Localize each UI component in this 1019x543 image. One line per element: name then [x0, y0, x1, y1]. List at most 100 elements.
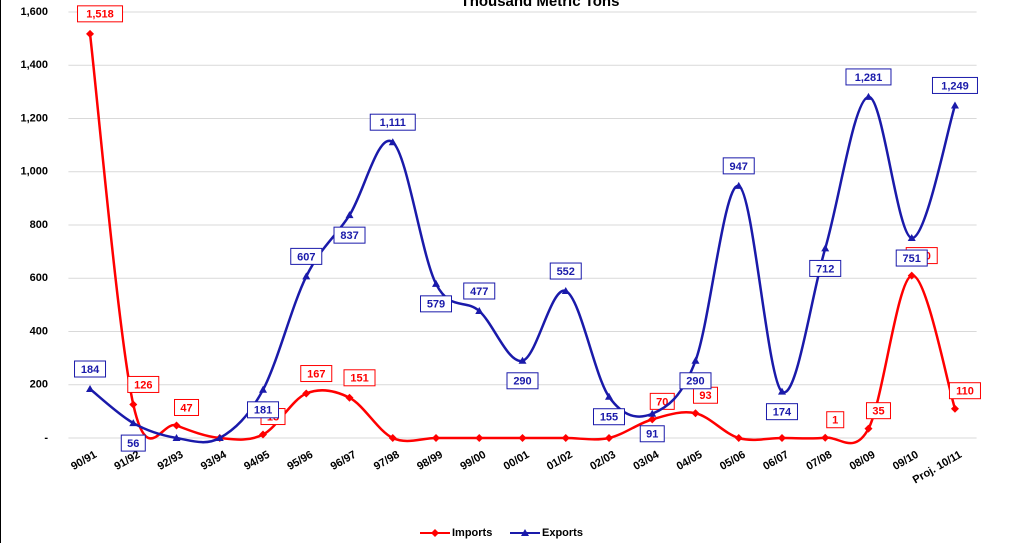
- data-label: 579: [420, 295, 453, 313]
- data-label-box: [948, 382, 981, 400]
- data-label: 1: [826, 411, 845, 429]
- data-label: 56: [120, 434, 146, 452]
- point: [950, 404, 959, 413]
- y-tick-label: 1,600: [20, 6, 48, 18]
- point: [648, 409, 657, 417]
- point: [777, 387, 786, 395]
- point: [821, 244, 830, 252]
- point: [172, 421, 181, 430]
- data-label-box: [333, 226, 366, 244]
- x-tick-label: 99/00: [458, 449, 488, 473]
- data-label: 35: [865, 402, 891, 420]
- data-label: 91: [639, 425, 665, 443]
- data-label-box: [420, 295, 453, 313]
- point: [259, 385, 268, 393]
- point: [521, 529, 529, 536]
- chart-title: Thousand Metric Tons: [461, 0, 620, 10]
- data-label-box: [300, 365, 333, 383]
- series-line: [88, 33, 957, 445]
- data-label-text: 56: [127, 438, 139, 450]
- data-label: 181: [247, 401, 280, 419]
- data-label-box: [247, 401, 280, 419]
- y-tick-label: 1,400: [20, 59, 48, 71]
- data-label: 1,281: [845, 68, 892, 86]
- data-label-text: 1: [832, 415, 838, 427]
- point: [821, 433, 830, 442]
- data-label: 167: [300, 365, 333, 383]
- data-label: 607: [290, 247, 323, 265]
- point: [172, 434, 181, 441]
- x-tick-label: 94/95: [242, 449, 272, 473]
- data-label-text: 155: [600, 412, 618, 424]
- data-label: 477: [463, 282, 496, 300]
- point: [648, 415, 657, 424]
- data-label-box: [845, 68, 892, 86]
- data-label: 155: [592, 408, 625, 426]
- data-label-box: [174, 398, 200, 416]
- y-tick-label: -: [44, 432, 48, 444]
- x-tick-label: 95/96: [285, 449, 315, 473]
- point: [475, 306, 484, 314]
- data-label: 1,111: [369, 113, 416, 131]
- x-tick-label: Proj. 10/11: [911, 449, 964, 487]
- data-label: 837: [333, 226, 366, 244]
- data-label: 1,518: [77, 5, 124, 23]
- data-label-text: 151: [350, 373, 368, 385]
- data-label-text: 607: [297, 251, 315, 263]
- point: [950, 101, 959, 109]
- data-label: 947: [722, 157, 755, 175]
- data-label-text: 1,249: [941, 80, 969, 92]
- data-label-text: 712: [816, 263, 834, 275]
- data-label-box: [895, 249, 928, 267]
- data-label-box: [931, 76, 978, 94]
- x-tick-label: 97/98: [372, 449, 402, 473]
- x-tick-label: 90/91: [69, 449, 99, 473]
- point: [691, 409, 700, 418]
- point: [777, 434, 786, 442]
- data-label-box: [74, 360, 107, 378]
- data-label-box: [679, 372, 712, 390]
- data-label: 47: [174, 398, 200, 416]
- x-tick-label: 00/01: [502, 449, 532, 473]
- point: [431, 529, 439, 537]
- point: [604, 392, 613, 400]
- legend-label: Exports: [542, 527, 583, 539]
- data-label: 1,249: [931, 76, 978, 94]
- point: [86, 29, 95, 38]
- point: [604, 434, 613, 442]
- x-tick-label: 93/94: [199, 448, 230, 473]
- data-label-box: [826, 411, 845, 429]
- data-label-box: [343, 369, 376, 387]
- legend-label: Imports: [452, 527, 492, 539]
- data-label-box: [865, 402, 891, 420]
- x-tick-label: 92/93: [156, 449, 186, 473]
- point: [734, 434, 743, 442]
- point: [561, 434, 570, 442]
- data-label: 552: [549, 262, 582, 280]
- data-label: 184: [74, 360, 107, 378]
- data-label-text: 290: [686, 376, 704, 388]
- point: [129, 400, 138, 409]
- data-label-text: 110: [956, 386, 974, 398]
- data-label-box: [592, 408, 625, 426]
- point: [432, 279, 441, 287]
- point: [907, 271, 916, 280]
- x-tick-label: 04/05: [675, 449, 705, 473]
- data-label-text: 181: [254, 405, 272, 417]
- y-tick-label: 800: [30, 219, 48, 231]
- y-tick-label: 200: [30, 379, 48, 391]
- data-label-text: 174: [773, 407, 792, 419]
- data-label-text: 126: [134, 379, 152, 391]
- data-label-box: [77, 5, 124, 23]
- data-label-text: 477: [470, 286, 488, 298]
- x-tick-label: 02/03: [588, 449, 618, 473]
- data-label-text: 579: [427, 299, 445, 311]
- x-tick-label: 91/92: [112, 449, 142, 473]
- data-label-box: [290, 247, 323, 265]
- point: [475, 434, 484, 442]
- x-tick-label: 09/10: [891, 449, 921, 473]
- data-label-text: 1,111: [380, 117, 406, 129]
- data-label-text: 947: [730, 161, 748, 173]
- point: [345, 211, 354, 219]
